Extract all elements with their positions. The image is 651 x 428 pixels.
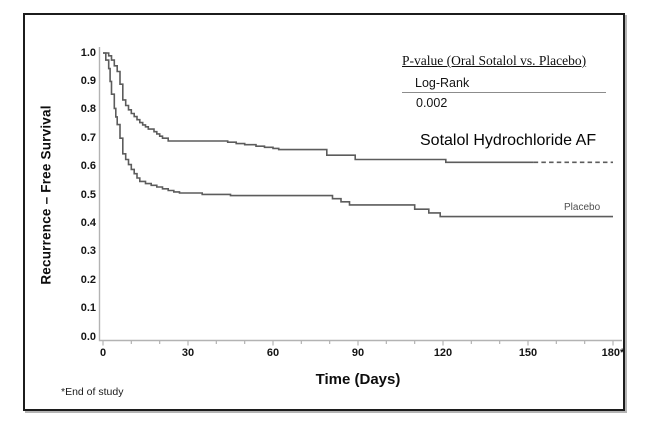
x-tick-label: 180* — [601, 347, 625, 359]
survival-curve-placebo — [103, 52, 613, 218]
x-tick-label: 120 — [433, 347, 453, 359]
y-tick-label: 0.2 — [80, 273, 96, 286]
y-tick-label: 0.5 — [80, 188, 96, 201]
x-tick-label: 30 — [181, 347, 195, 359]
logrank-label: Log-Rank — [402, 76, 606, 93]
y-tick-label: 1.0 — [80, 46, 96, 59]
x-tick-label: 90 — [351, 347, 365, 359]
x-tick-label: 60 — [266, 347, 280, 359]
pvalue-value: 0.002 — [416, 96, 448, 110]
y-tick-label: 0.6 — [80, 160, 96, 173]
y-tick-label: 0.1 — [80, 302, 96, 315]
pvalue-heading: P-value (Oral Sotalol vs. Placebo) — [402, 53, 587, 68]
x-tick-label: 0 — [99, 347, 107, 359]
x-tick-label: 150 — [518, 347, 538, 359]
axes — [98, 47, 622, 342]
y-axis-title: Recurrence – Free Survival — [38, 105, 54, 285]
y-tick-label: 0.9 — [80, 74, 96, 87]
y-tick-label: 0.7 — [80, 131, 96, 144]
y-tick-label: 0.8 — [80, 103, 96, 116]
pvalue-box: P-value (Oral Sotalol vs. Placebo) Log-R… — [402, 53, 606, 110]
series-label-sotalol: Sotalol Hydrochloride AF — [417, 132, 600, 151]
end-of-study-footnote: *End of study — [61, 386, 124, 398]
x-axis-title: Time (Days) — [315, 371, 401, 388]
survival-curve-sotalol — [103, 52, 534, 164]
series-label-placebo: Placebo — [564, 202, 601, 213]
figure-border — [23, 13, 625, 411]
y-tick-label: 0.0 — [80, 330, 96, 343]
y-tick-label: 0.4 — [80, 216, 96, 229]
y-tick-label: 0.3 — [80, 245, 96, 258]
